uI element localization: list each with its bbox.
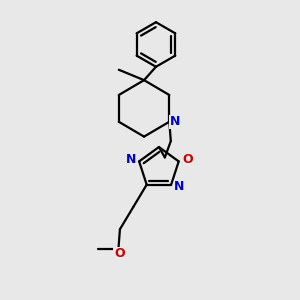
Text: N: N [169, 115, 180, 128]
Text: O: O [114, 248, 125, 260]
Text: O: O [182, 153, 193, 167]
Text: N: N [126, 153, 136, 167]
Text: N: N [174, 180, 185, 193]
